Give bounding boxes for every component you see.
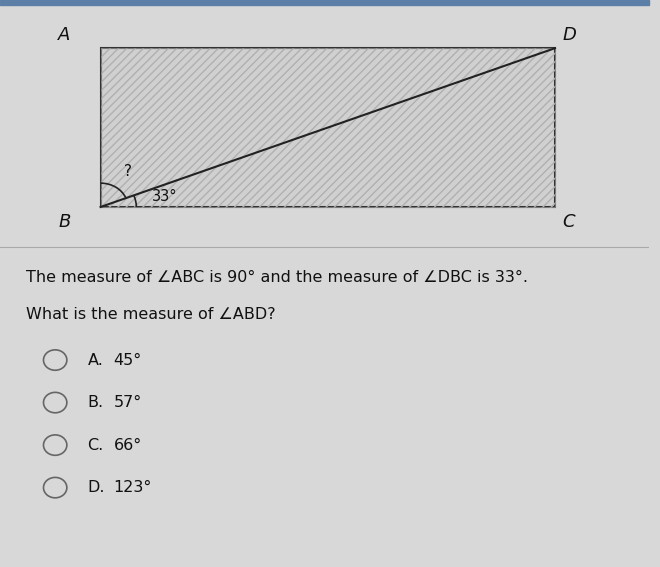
Text: The measure of ∠ABC is 90° and the measure of ∠DBC is 33°.: The measure of ∠ABC is 90° and the measu…	[26, 270, 528, 285]
Text: B.: B.	[88, 395, 104, 410]
Bar	[0, 0, 649, 5]
Text: ?: ?	[124, 164, 132, 179]
Text: D: D	[562, 27, 576, 44]
Text: 123°: 123°	[114, 480, 152, 495]
Text: B: B	[58, 213, 71, 231]
Text: 45°: 45°	[114, 353, 142, 367]
Text: C: C	[562, 213, 575, 231]
Text: 33°: 33°	[152, 189, 177, 204]
Text: A.: A.	[88, 353, 104, 367]
Text: D.: D.	[88, 480, 105, 495]
Text: 66°: 66°	[114, 438, 142, 452]
Polygon shape	[100, 48, 555, 207]
Text: A: A	[58, 27, 71, 44]
Text: What is the measure of ∠ABD?: What is the measure of ∠ABD?	[26, 307, 276, 322]
Text: C.: C.	[88, 438, 104, 452]
Text: 57°: 57°	[114, 395, 142, 410]
